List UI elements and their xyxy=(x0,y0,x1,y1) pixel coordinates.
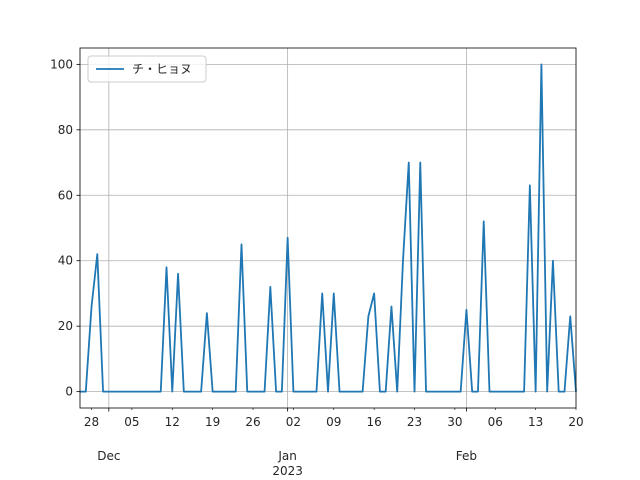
x-major-tick-label: Feb xyxy=(456,449,477,463)
x-minor-tick-label: 13 xyxy=(528,415,543,429)
x-major-tick-label-line: Jan xyxy=(277,449,297,463)
x-major-tick-label: Dec xyxy=(97,449,120,463)
data-layer xyxy=(80,63,577,393)
x-minor-tick-label: 12 xyxy=(165,415,180,429)
x-major-tick-label-line: 2023 xyxy=(272,464,303,478)
grid-lines xyxy=(80,48,576,408)
x-minor-tick-label: 02 xyxy=(286,415,301,429)
axes-frame xyxy=(79,47,577,409)
legend: チ・ヒョヌ xyxy=(87,55,207,83)
series-line xyxy=(80,63,577,393)
x-major-tick-label: Jan 2023 xyxy=(272,449,303,478)
y-tick-label: 20 xyxy=(58,319,73,333)
y-tick-label: 60 xyxy=(58,188,73,202)
x-minor-tick-label: 19 xyxy=(205,415,220,429)
x-minor-tick-label: 30 xyxy=(447,415,462,429)
y-tick-label: 80 xyxy=(58,123,73,137)
legend-label: チ・ヒョヌ xyxy=(132,62,192,76)
x-minor-tick-label: 05 xyxy=(124,415,139,429)
y-tick-label: 40 xyxy=(58,254,73,268)
x-minor-tick-label: 23 xyxy=(407,415,422,429)
x-minor-tick-label: 06 xyxy=(488,415,503,429)
x-major-tick-label-line: Feb xyxy=(456,449,477,463)
x-minor-tick-label: 16 xyxy=(366,415,381,429)
x-minor-tick-label: 09 xyxy=(326,415,341,429)
y-tick-label: 0 xyxy=(65,385,73,399)
y-tick-label: 100 xyxy=(50,57,73,71)
legend-box xyxy=(87,55,207,83)
x-minor-tick-label: 20 xyxy=(568,415,583,429)
x-minor-tick-label: 26 xyxy=(245,415,260,429)
x-major-tick-label-line: Dec xyxy=(97,449,120,463)
x-minor-tick-label: 28 xyxy=(84,415,99,429)
axes: 0 20 40 60 80 100 28 05 12 19 26 02 09 16 23 30 06 13 20 De… xyxy=(50,47,584,478)
